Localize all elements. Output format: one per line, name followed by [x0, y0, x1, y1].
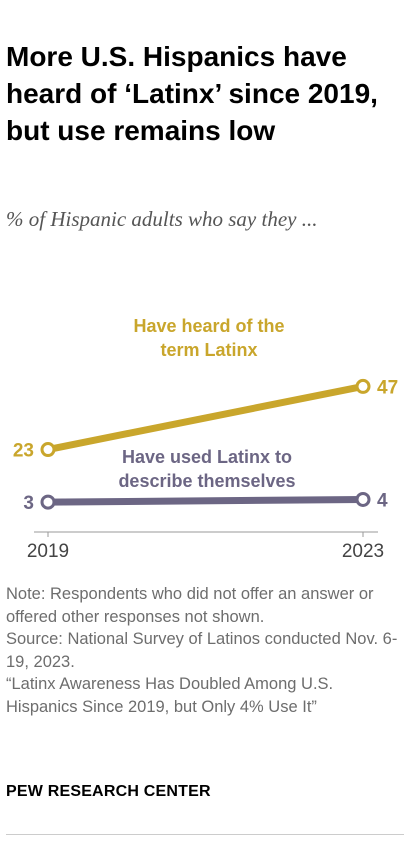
series-label: Have used Latinx to — [122, 447, 292, 467]
data-label: 3 — [23, 493, 34, 514]
series-line — [44, 495, 367, 506]
chart-title: More U.S. Hispanics have heard of ‘Latin… — [6, 41, 378, 146]
note-text: Note: Respondents who did not offer an a… — [6, 585, 374, 626]
data-label: 4 — [377, 490, 388, 511]
report-title: “Latinx Awareness Has Doubled Among U.S.… — [6, 675, 334, 716]
series-line — [44, 382, 367, 454]
data-point — [40, 494, 56, 510]
organization-name: PEW RESEARCH CENTER — [6, 783, 211, 800]
data-point — [355, 491, 371, 507]
series-label: Have heard of the — [133, 316, 284, 336]
data-point — [40, 442, 56, 458]
notes-block: Note: Respondents who did not offer an a… — [6, 583, 406, 718]
chart-subtitle: % of Hispanic adults who say they ... — [6, 207, 318, 231]
data-label: 23 — [13, 441, 34, 462]
bottom-divider — [6, 834, 404, 835]
data-label: 47 — [377, 377, 398, 398]
source-text: Source: National Survey of Latinos condu… — [6, 630, 398, 671]
x-tick-label: 2023 — [342, 541, 384, 562]
x-tick-label: 2019 — [27, 541, 69, 562]
series-label: term Latinx — [160, 340, 257, 360]
line-chart: 2019 2023 23 47 Have heard of the term Latinx… — [13, 316, 398, 562]
data-point — [355, 378, 371, 394]
series-label: describe themselves — [118, 471, 295, 491]
